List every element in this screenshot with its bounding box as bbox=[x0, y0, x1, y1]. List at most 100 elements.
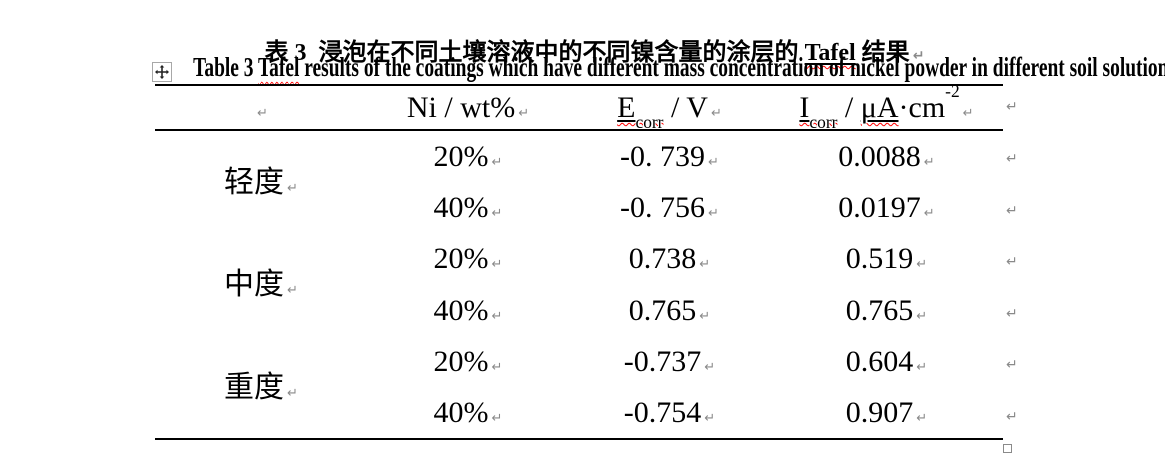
table-row: 40% ↵ -0.754 ↵ 0.907 ↵ bbox=[155, 388, 1003, 440]
ecorr-underlined: Ecorr bbox=[617, 91, 663, 131]
table-row: 40% ↵ 0.765 ↵ 0.765 ↵ bbox=[155, 285, 1003, 337]
icorr-cell[interactable]: 0.765 ↵ bbox=[770, 285, 1003, 337]
icorr-unit-rest: ·cm bbox=[898, 91, 946, 124]
paragraph-mark-icon: ↵ bbox=[491, 308, 503, 324]
title-cn-prefix: 表 3 浸泡在不同土壤溶液中的不同镍含量的涂层的 bbox=[264, 40, 805, 66]
tafel-misspelling: Tafel bbox=[258, 52, 300, 82]
degree-cell-medium[interactable]: 中度 ↵ bbox=[155, 233, 367, 336]
icorr-value: 0.765 bbox=[845, 293, 914, 327]
paragraph-mark-icon: ↵ bbox=[491, 154, 503, 170]
paragraph-mark-icon: ↵ bbox=[491, 205, 503, 221]
ecorr-subscript: corr bbox=[635, 111, 664, 132]
icorr-value: 0.604 bbox=[845, 345, 914, 379]
column-header-blank[interactable]: ↵ bbox=[155, 85, 367, 130]
ecorr-value: -0. 756 bbox=[620, 190, 706, 224]
ecorr-value: -0.737 bbox=[623, 345, 702, 379]
paragraph-mark-icon: ↵ bbox=[923, 205, 935, 221]
ecorr-cell[interactable]: -0.754 ↵ bbox=[569, 388, 770, 440]
ecorr-symbol: E bbox=[617, 91, 636, 124]
title-en-suffix: results of the coatings which have diffe… bbox=[299, 52, 1165, 82]
icorr-subscript: corr bbox=[809, 111, 838, 132]
ni-cell[interactable]: 20% ↵ bbox=[367, 336, 569, 388]
paragraph-mark-icon: ↵ bbox=[916, 411, 928, 427]
paragraph-mark-icon: ↵ bbox=[708, 205, 719, 221]
paragraph-mark-icon: ↵ bbox=[287, 283, 298, 298]
icorr-cell[interactable]: 0.604 ↵ bbox=[770, 336, 1003, 388]
icorr-exponent: -2 bbox=[945, 81, 960, 102]
icorr-cell[interactable]: 0.907 ↵ bbox=[770, 388, 1003, 440]
paragraph-mark-icon: ↵ bbox=[287, 385, 298, 401]
table-row: 中度 ↵ 20% ↵ 0.738 ↵ 0.519 ↵ bbox=[155, 233, 1003, 301]
table-move-handle[interactable] bbox=[152, 62, 172, 82]
header-ni-label: Ni / wt% bbox=[406, 91, 516, 124]
ecorr-cell[interactable]: -0. 756 ↵ bbox=[569, 182, 770, 234]
paragraph-mark-icon: ↵ bbox=[704, 360, 716, 376]
icorr-value: 0.519 bbox=[845, 242, 914, 276]
degree-cell-light[interactable]: 轻度 ↵ bbox=[155, 130, 367, 233]
paragraph-mark-icon: ↵ bbox=[287, 180, 298, 196]
degree-label: 中度 bbox=[224, 268, 285, 301]
ni-cell[interactable]: 40% ↵ bbox=[367, 388, 569, 440]
column-header-ecorr[interactable]: Ecorr / V ↵ bbox=[569, 85, 770, 131]
table-resize-handle[interactable] bbox=[1003, 444, 1012, 453]
row-end-mark-icon: ↵ bbox=[1006, 409, 1018, 425]
degree-label: 轻度 bbox=[224, 165, 285, 199]
title-cn-suffix: 结果 bbox=[855, 40, 910, 66]
ni-value: 20% bbox=[433, 242, 489, 276]
paragraph-mark-icon: ↵ bbox=[916, 360, 928, 376]
icorr-value: 0.907 bbox=[845, 396, 914, 430]
table-title-en[interactable]: Table 3 Tafel results of the coatings wh… bbox=[0, 51, 1165, 88]
paragraph-mark-icon: ↵ bbox=[916, 308, 928, 324]
column-header-icorr[interactable]: Icorr / μA·cm-2↵ bbox=[770, 83, 1003, 131]
tafel-misspelling: Tafel bbox=[804, 40, 856, 66]
header-row: ↵ Ni / wt% ↵ Ecorr / V ↵ Icorr / μA·cm-2↵ bbox=[155, 83, 1003, 131]
row-end-mark-icon: ↵ bbox=[1006, 151, 1018, 167]
ecorr-cell[interactable]: 0.765 ↵ bbox=[569, 285, 770, 337]
ni-cell[interactable]: 20% ↵ bbox=[367, 233, 569, 285]
degree-label: 重度 bbox=[224, 370, 285, 404]
ni-cell[interactable]: 40% ↵ bbox=[367, 182, 569, 234]
column-header-ni[interactable]: Ni / wt% ↵ bbox=[367, 85, 569, 130]
paragraph-mark-icon: ↵ bbox=[257, 106, 268, 121]
icorr-underlined: Icorr bbox=[799, 91, 837, 131]
paragraph-mark-icon: ↵ bbox=[699, 308, 711, 324]
paragraph-mark-icon: ↵ bbox=[708, 154, 719, 170]
tafel-results-table: ↵ Ni / wt% ↵ Ecorr / V ↵ Icorr / μA·cm-2↵ … bbox=[155, 83, 1003, 440]
ni-cell[interactable]: 20% ↵ bbox=[367, 130, 569, 182]
icorr-value: 0.0088 bbox=[838, 139, 921, 173]
row-end-mark-icon: ↵ bbox=[1006, 203, 1018, 219]
ni-value: 20% bbox=[433, 139, 489, 173]
ecorr-cell[interactable]: -0.737 ↵ bbox=[569, 336, 770, 388]
ni-value: 40% bbox=[433, 190, 489, 224]
icorr-cell[interactable]: 0.0197 ↵ bbox=[770, 182, 1003, 234]
table-row: 轻度 ↵ 20% ↵ -0. 739 ↵ 0.0088 ↵ bbox=[155, 130, 1003, 199]
paragraph-mark-icon: ↵ bbox=[704, 411, 716, 427]
ni-value: 40% bbox=[433, 396, 489, 430]
paragraph-mark-icon: ↵ bbox=[923, 154, 935, 170]
degree-cell-heavy[interactable]: 重度 ↵ bbox=[155, 336, 367, 439]
row-end-mark-icon: ↵ bbox=[1006, 254, 1018, 270]
icorr-separator: / bbox=[837, 91, 861, 124]
ua-underlined: μA bbox=[861, 91, 899, 124]
icorr-value: 0.0197 bbox=[838, 190, 921, 224]
paragraph-mark-icon: ↵ bbox=[518, 106, 530, 121]
paragraph-mark-icon: ↵ bbox=[491, 257, 503, 273]
title-en-prefix: Table 3 bbox=[193, 52, 259, 82]
paragraph-mark-icon: ↵ bbox=[491, 360, 503, 376]
ecorr-cell[interactable]: 0.738 ↵ bbox=[569, 233, 770, 285]
ecorr-misspelling: Ecorr bbox=[617, 91, 663, 131]
title-en-line: Table 3 Tafel results of the coatings wh… bbox=[193, 51, 1165, 88]
paragraph-mark-icon: ↵ bbox=[710, 106, 722, 121]
ecorr-cell[interactable]: -0. 739 ↵ bbox=[569, 130, 770, 182]
icorr-cell[interactable]: 0.0088 ↵ bbox=[770, 130, 1003, 182]
paragraph-mark-icon: ↵ bbox=[916, 257, 928, 273]
table-title-cn[interactable]: 表 3 浸泡在不同土壤溶液中的不同镍含量的涂层的 Tafel 结果 ↵ bbox=[0, 8, 1165, 101]
icorr-cell[interactable]: 0.519 ↵ bbox=[770, 233, 1003, 285]
icorr-misspelling: Icorr bbox=[799, 91, 837, 131]
title-cn-tafel-underlined: Tafel bbox=[805, 40, 856, 66]
paragraph-mark-icon: ↵ bbox=[699, 257, 711, 273]
ni-value: 40% bbox=[433, 293, 489, 327]
ecorr-value: -0.754 bbox=[623, 396, 702, 430]
ni-cell[interactable]: 40% ↵ bbox=[367, 285, 569, 337]
ecorr-value: -0. 739 bbox=[620, 139, 706, 173]
